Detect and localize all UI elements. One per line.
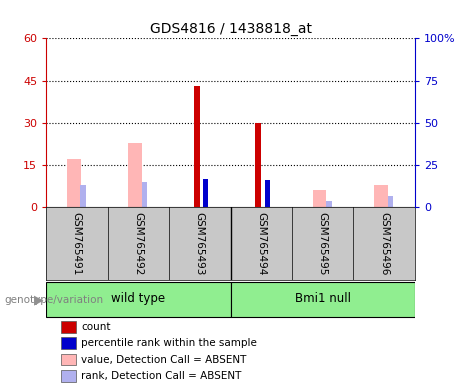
Text: GSM765492: GSM765492 [133,212,143,276]
Bar [67,159,81,207]
Bar [388,195,393,207]
Bar [265,180,270,207]
FancyBboxPatch shape [230,282,415,317]
Bar [313,190,326,207]
Text: GSM765496: GSM765496 [379,212,389,276]
Bar [61,337,76,349]
Text: GSM765491: GSM765491 [72,212,82,276]
Bar [61,321,76,333]
Text: GSM765495: GSM765495 [318,212,328,276]
Text: rank, Detection Call = ABSENT: rank, Detection Call = ABSENT [81,371,242,381]
Bar [203,179,208,207]
Bar [194,86,200,207]
Title: GDS4816 / 1438818_at: GDS4816 / 1438818_at [149,22,312,36]
Text: GSM765494: GSM765494 [256,212,266,276]
Text: GSM765493: GSM765493 [195,212,205,276]
Bar [326,200,331,207]
Text: ▶: ▶ [34,293,44,306]
Bar [80,185,86,207]
Text: wild type: wild type [111,292,165,305]
Text: Bmi1 null: Bmi1 null [295,292,351,305]
Text: count: count [81,322,111,332]
Bar [61,370,76,382]
Bar [374,185,388,207]
Bar [255,123,261,207]
Text: genotype/variation: genotype/variation [5,295,104,305]
Text: value, Detection Call = ABSENT: value, Detection Call = ABSENT [81,354,247,364]
Bar [61,354,76,366]
Text: percentile rank within the sample: percentile rank within the sample [81,338,257,348]
Bar [129,142,142,207]
Bar [142,182,147,207]
FancyBboxPatch shape [46,282,230,317]
